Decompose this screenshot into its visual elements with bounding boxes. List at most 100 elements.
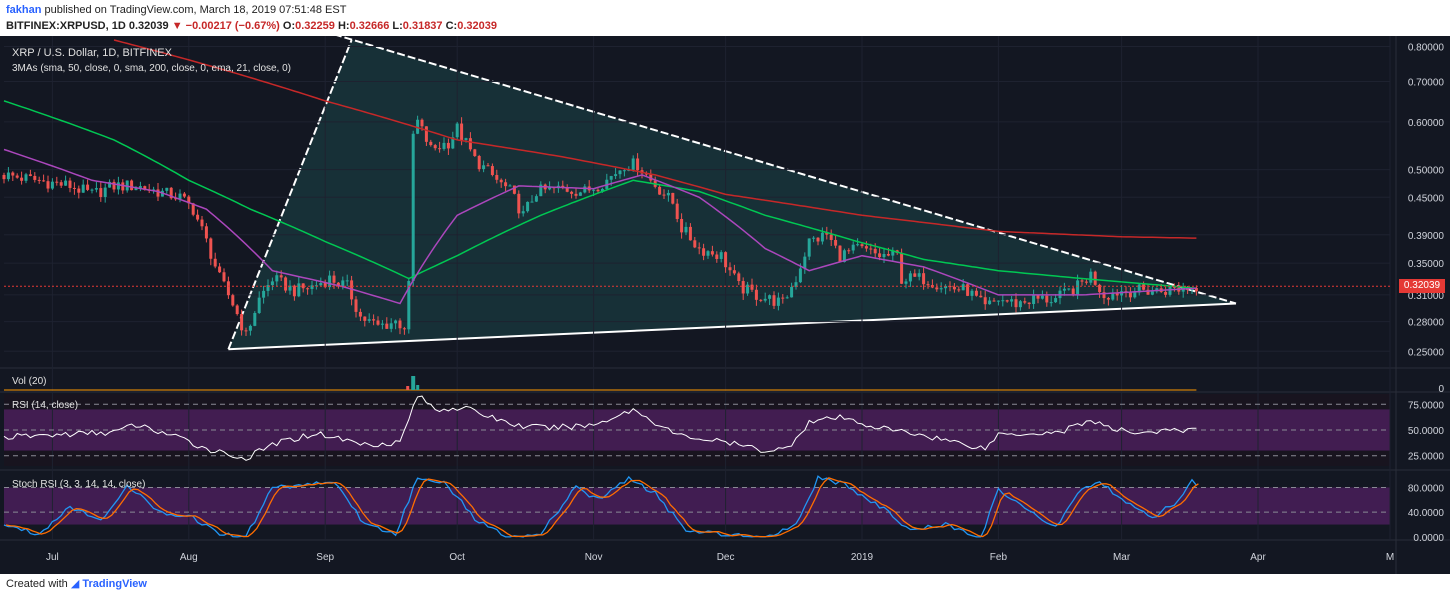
candle-body <box>675 203 679 219</box>
candle-body <box>847 250 851 252</box>
candle-body <box>759 299 763 301</box>
candle-body <box>253 312 257 326</box>
header-bar: fakhan published on TradingView.com, Mar… <box>6 2 1444 34</box>
candle-body <box>77 188 81 193</box>
candle-body <box>37 179 41 181</box>
candle-body <box>42 180 46 182</box>
candle-body <box>693 240 697 248</box>
candle-body <box>768 295 772 299</box>
high-value: 0.32666 <box>349 20 390 32</box>
candle-body <box>790 286 794 298</box>
candle-body <box>482 165 486 170</box>
candle-body <box>262 290 266 298</box>
candle-body <box>416 119 420 134</box>
triangle-lower-trendline <box>228 302 1237 351</box>
candle-body <box>438 148 442 150</box>
candle-body <box>372 319 376 321</box>
candle-body <box>781 297 785 299</box>
candle-body <box>20 177 24 181</box>
time-tick-label: Apr <box>1250 552 1266 563</box>
candle-body <box>178 193 182 200</box>
chart-canvas[interactable]: 0.80000 0.70000 0.60000 0.50000 0.45000 0.390… <box>0 36 1450 574</box>
candle-body <box>328 275 332 288</box>
candle-body <box>548 187 552 190</box>
candle-body <box>90 189 94 191</box>
candle-body <box>1098 284 1102 293</box>
candle-body <box>838 245 842 263</box>
candle-body <box>944 286 948 289</box>
candle-body <box>1001 300 1005 302</box>
candle-body <box>2 174 6 180</box>
triangle-left-edge <box>227 39 353 350</box>
candle-body <box>710 251 714 255</box>
last-price: 0.32039 <box>128 20 169 32</box>
candle-body <box>350 280 354 300</box>
candle-body <box>1080 280 1084 282</box>
candle-body <box>1018 301 1022 308</box>
candle-body <box>1084 281 1088 283</box>
candle-body <box>1005 300 1009 302</box>
candle-body <box>988 300 992 305</box>
candle-body <box>1023 301 1027 303</box>
candle-body <box>222 272 226 282</box>
candle-body <box>741 281 745 294</box>
last-price-tag: 0.32039 <box>1399 279 1445 294</box>
candle-body <box>143 186 147 190</box>
candle-body <box>442 142 446 149</box>
candle-body <box>64 180 68 186</box>
candle-body <box>939 288 943 290</box>
candle-body <box>275 275 279 282</box>
candle-body <box>389 323 393 329</box>
volume-pane-label: Vol (20) <box>12 376 47 387</box>
candle-body <box>763 298 767 301</box>
candle-body <box>257 297 261 313</box>
candle-body <box>737 273 741 282</box>
candle-body <box>961 284 965 291</box>
candle-body <box>209 238 213 259</box>
candle-body <box>314 285 318 287</box>
candle-body <box>1142 284 1146 290</box>
price-tick-label: 0.28000 <box>1408 318 1445 329</box>
candle-body <box>402 328 406 330</box>
candle-body <box>688 226 692 241</box>
candle-body <box>622 170 626 172</box>
low-label: L: <box>392 20 403 32</box>
candle-body <box>81 184 85 193</box>
candle-body <box>336 282 340 287</box>
candle-body <box>772 295 776 306</box>
candle-body <box>697 247 701 249</box>
candle-body <box>116 182 120 190</box>
candle-body <box>1128 291 1132 298</box>
time-tick-label: Aug <box>180 552 198 563</box>
candle-body <box>719 252 723 259</box>
candle-body <box>666 192 670 196</box>
candle-body <box>539 184 543 197</box>
volume-spike-bar <box>411 376 416 390</box>
candle-body <box>407 280 411 330</box>
author-link[interactable]: fakhan <box>6 4 42 16</box>
candle-body <box>596 189 600 192</box>
tradingview-logo-icon[interactable]: ◢ TradingView <box>70 578 147 590</box>
candle-body <box>600 188 604 192</box>
price-tick-label: 0.45000 <box>1408 193 1445 204</box>
candle-body <box>130 180 134 191</box>
time-tick-label: 2019 <box>851 552 874 563</box>
triangle-fill <box>228 39 1236 350</box>
candle-body <box>882 254 886 258</box>
candle-body <box>1150 291 1154 295</box>
ma-legend: 3MAs (sma, 50, close, 0, sma, 200, close… <box>12 63 292 74</box>
candle-body <box>627 169 631 171</box>
candle-body <box>121 182 125 191</box>
candle-body <box>11 172 15 176</box>
publish-info: published on TradingView.com, March 18, … <box>44 4 347 16</box>
price-tick-label: 0.80000 <box>1408 42 1445 53</box>
candle-body <box>138 186 142 188</box>
created-with-label: Created with <box>6 578 68 590</box>
candle-body <box>468 138 472 150</box>
candle-body <box>380 323 384 325</box>
candle-body <box>55 181 59 183</box>
candle-body <box>1062 288 1066 291</box>
candle-body <box>1071 288 1075 295</box>
candle-body <box>50 181 54 189</box>
open-value: 0.32259 <box>295 20 335 32</box>
